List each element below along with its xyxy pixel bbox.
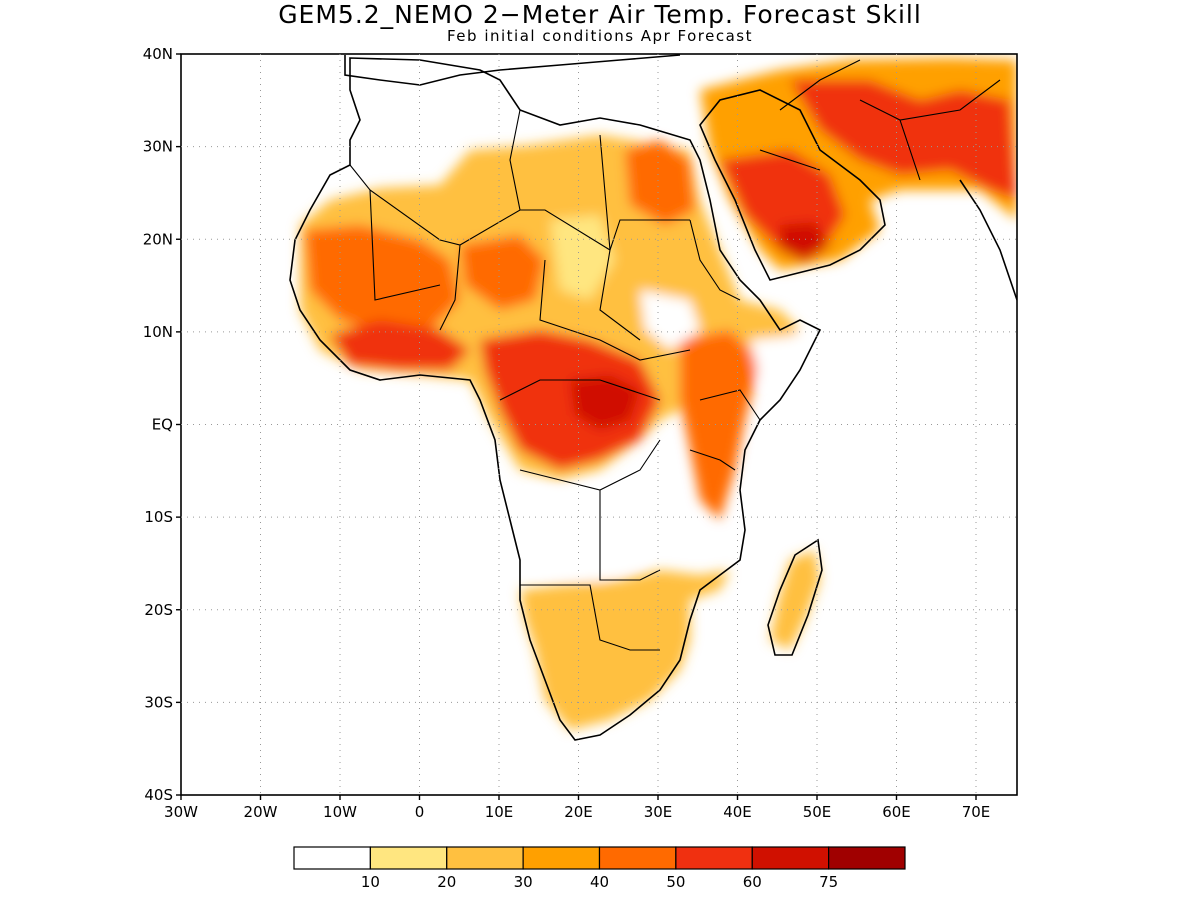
lon-tick-label: 10E <box>485 803 514 821</box>
lat-tick-label: 40S <box>144 786 173 804</box>
shade-guinea-coast <box>330 320 470 370</box>
lat-tick-label: 20S <box>144 601 173 619</box>
colorbar-label: 75 <box>819 873 838 891</box>
india-coastline <box>959 179 1017 301</box>
shade-low-skill-south <box>520 490 640 580</box>
shade-congo-core <box>570 375 640 430</box>
colorbar-swatch <box>675 846 753 870</box>
lon-tick-label: 30W <box>164 803 198 821</box>
lat-tick-label: 40N <box>143 45 173 63</box>
colorbar-swatch <box>369 846 448 870</box>
coastlines <box>289 54 1017 741</box>
lat-tick-label: 10N <box>143 323 173 341</box>
colorbar-label: 50 <box>666 873 685 891</box>
colorbar: 10 20 30 40 50 60 75 <box>293 846 906 891</box>
lon-tick-label: 40E <box>723 803 752 821</box>
africa-coastline <box>289 57 822 741</box>
lon-tick-label: 20E <box>564 803 593 821</box>
colorbar-swatch <box>598 846 677 870</box>
colorbar-label: 10 <box>361 873 380 891</box>
lon-tick-label: 10W <box>323 803 357 821</box>
shade-low-skill-horn <box>750 335 800 380</box>
colorbar-label: 40 <box>590 873 609 891</box>
lat-tick-label: 10S <box>144 508 173 526</box>
colorbar-swatch <box>828 846 906 870</box>
lon-tick-label: 50E <box>803 803 832 821</box>
shade-west-africa <box>305 225 460 335</box>
shade-egypt <box>625 140 695 225</box>
shade-sahara <box>300 135 800 480</box>
lon-tick-label: 0 <box>415 803 425 821</box>
colorbar-label: 20 <box>437 873 456 891</box>
colorbar-swatch <box>293 846 371 870</box>
madagascar-coastline <box>767 538 823 656</box>
lon-tick-label: 30E <box>644 803 673 821</box>
lon-tick-label: 70E <box>962 803 991 821</box>
map-subtitle: Feb initial conditions Apr Forecast <box>447 27 753 45</box>
skill-shading <box>300 58 1017 730</box>
lat-tick-label: 30N <box>143 138 173 156</box>
colorbar-swatch <box>446 846 524 870</box>
border-lines <box>349 59 1001 651</box>
colorbar-swatch <box>751 846 830 870</box>
lon-tick-label: 60E <box>882 803 911 821</box>
country-borders <box>349 59 1001 651</box>
lat-tick-label: EQ <box>152 416 173 434</box>
longitude-axis: 30W 20W 10W 0 10E 20E 30E 40E 50E 60E 70E <box>164 795 990 821</box>
arabia-coastline <box>699 89 886 281</box>
shade-central-africa <box>480 330 660 470</box>
map-title: GEM5.2_NEMO 2−Meter Air Temp. Forecast S… <box>278 0 922 29</box>
colorbar-label: 30 <box>514 873 533 891</box>
shade-low-skill-east <box>640 290 700 350</box>
grid <box>181 54 1017 795</box>
shade-low-skill-chad <box>550 215 615 300</box>
europe-coastline <box>344 54 681 86</box>
shade-east-africa <box>680 330 760 520</box>
latitude-axis: 40N 30N 20N 10N EQ 10S 20S 30S 40S <box>143 45 181 804</box>
colorbar-swatch <box>522 846 601 870</box>
shade-south-africa <box>520 570 730 730</box>
lon-tick-label: 20W <box>244 803 278 821</box>
lat-tick-label: 30S <box>144 693 173 711</box>
shade-madagascar <box>770 550 820 650</box>
colorbar-label: 60 <box>743 873 762 891</box>
shade-sudan <box>460 235 545 310</box>
lat-tick-label: 20N <box>143 230 173 248</box>
